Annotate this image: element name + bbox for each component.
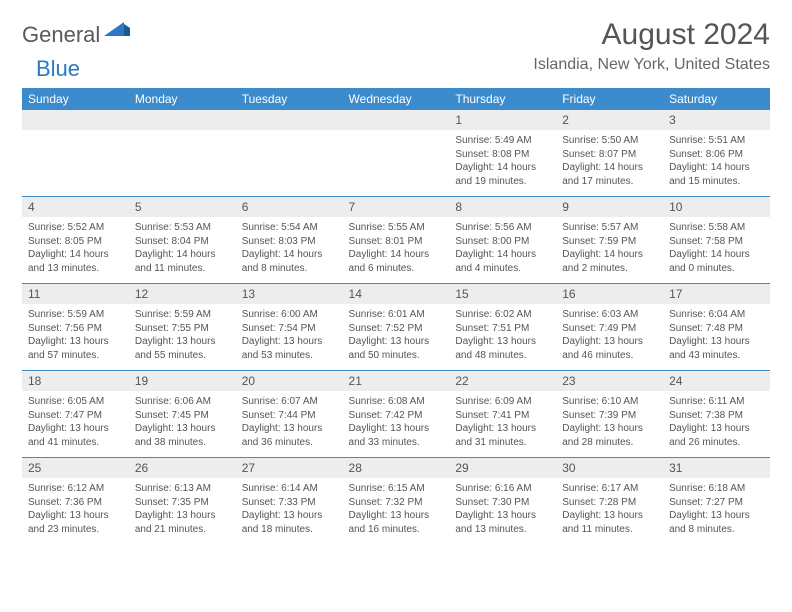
month-title: August 2024	[533, 18, 770, 52]
day-detail-cell: Sunrise: 6:09 AMSunset: 7:41 PMDaylight:…	[449, 391, 556, 458]
day-number-cell: 18	[22, 371, 129, 392]
day-detail-row: Sunrise: 5:59 AMSunset: 7:56 PMDaylight:…	[22, 304, 770, 371]
weekday-header: Wednesday	[343, 88, 450, 110]
day-detail-cell: Sunrise: 6:18 AMSunset: 7:27 PMDaylight:…	[663, 478, 770, 544]
day-detail-cell: Sunrise: 5:53 AMSunset: 8:04 PMDaylight:…	[129, 217, 236, 284]
day-number-cell: 8	[449, 197, 556, 218]
day-number-cell: 20	[236, 371, 343, 392]
day-detail-cell: Sunrise: 6:11 AMSunset: 7:38 PMDaylight:…	[663, 391, 770, 458]
calendar-table: Sunday Monday Tuesday Wednesday Thursday…	[22, 88, 770, 544]
day-number-row: 11121314151617	[22, 284, 770, 305]
day-number-cell: 2	[556, 110, 663, 130]
day-number-cell	[343, 110, 450, 130]
day-number-cell: 6	[236, 197, 343, 218]
day-number-cell: 27	[236, 458, 343, 479]
day-detail-cell: Sunrise: 6:13 AMSunset: 7:35 PMDaylight:…	[129, 478, 236, 544]
day-number-cell: 19	[129, 371, 236, 392]
day-number-cell: 11	[22, 284, 129, 305]
day-number-cell: 10	[663, 197, 770, 218]
day-number-cell	[129, 110, 236, 130]
day-number-cell: 9	[556, 197, 663, 218]
brand-logo: General	[22, 18, 130, 48]
day-number-cell: 22	[449, 371, 556, 392]
day-number-cell	[236, 110, 343, 130]
day-detail-row: Sunrise: 5:52 AMSunset: 8:05 PMDaylight:…	[22, 217, 770, 284]
day-detail-cell: Sunrise: 6:02 AMSunset: 7:51 PMDaylight:…	[449, 304, 556, 371]
weekday-header: Saturday	[663, 88, 770, 110]
day-number-cell: 12	[129, 284, 236, 305]
day-detail-cell: Sunrise: 6:12 AMSunset: 7:36 PMDaylight:…	[22, 478, 129, 544]
day-detail-row: Sunrise: 5:49 AMSunset: 8:08 PMDaylight:…	[22, 130, 770, 197]
day-detail-cell: Sunrise: 5:50 AMSunset: 8:07 PMDaylight:…	[556, 130, 663, 197]
day-detail-cell: Sunrise: 5:58 AMSunset: 7:58 PMDaylight:…	[663, 217, 770, 284]
day-number-cell: 23	[556, 371, 663, 392]
day-number-row: 45678910	[22, 197, 770, 218]
day-number-cell: 21	[343, 371, 450, 392]
day-number-cell: 14	[343, 284, 450, 305]
day-detail-cell: Sunrise: 6:17 AMSunset: 7:28 PMDaylight:…	[556, 478, 663, 544]
day-detail-cell: Sunrise: 6:01 AMSunset: 7:52 PMDaylight:…	[343, 304, 450, 371]
day-number-cell: 29	[449, 458, 556, 479]
day-detail-cell: Sunrise: 6:03 AMSunset: 7:49 PMDaylight:…	[556, 304, 663, 371]
day-detail-cell: Sunrise: 5:49 AMSunset: 8:08 PMDaylight:…	[449, 130, 556, 197]
brand-mark-icon	[104, 18, 130, 36]
day-number-cell: 26	[129, 458, 236, 479]
day-detail-cell	[22, 130, 129, 197]
day-number-cell: 1	[449, 110, 556, 130]
day-number-cell: 16	[556, 284, 663, 305]
brand-part1: General	[22, 22, 100, 48]
brand-part2: Blue	[36, 56, 80, 81]
day-number-row: 18192021222324	[22, 371, 770, 392]
day-number-cell	[22, 110, 129, 130]
day-detail-cell: Sunrise: 5:59 AMSunset: 7:56 PMDaylight:…	[22, 304, 129, 371]
day-detail-cell: Sunrise: 5:56 AMSunset: 8:00 PMDaylight:…	[449, 217, 556, 284]
day-number-cell: 25	[22, 458, 129, 479]
weekday-header: Sunday	[22, 88, 129, 110]
day-detail-cell: Sunrise: 6:08 AMSunset: 7:42 PMDaylight:…	[343, 391, 450, 458]
weekday-header: Monday	[129, 88, 236, 110]
day-detail-cell: Sunrise: 5:55 AMSunset: 8:01 PMDaylight:…	[343, 217, 450, 284]
day-detail-cell	[236, 130, 343, 197]
weekday-header: Friday	[556, 88, 663, 110]
location-text: Islandia, New York, United States	[533, 56, 770, 74]
day-number-cell: 30	[556, 458, 663, 479]
day-detail-cell: Sunrise: 6:16 AMSunset: 7:30 PMDaylight:…	[449, 478, 556, 544]
day-detail-cell	[129, 130, 236, 197]
day-detail-row: Sunrise: 6:05 AMSunset: 7:47 PMDaylight:…	[22, 391, 770, 458]
day-detail-cell	[343, 130, 450, 197]
day-number-cell: 24	[663, 371, 770, 392]
day-number-row: 123	[22, 110, 770, 130]
weekday-header-row: Sunday Monday Tuesday Wednesday Thursday…	[22, 88, 770, 110]
day-detail-cell: Sunrise: 6:07 AMSunset: 7:44 PMDaylight:…	[236, 391, 343, 458]
day-detail-cell: Sunrise: 6:15 AMSunset: 7:32 PMDaylight:…	[343, 478, 450, 544]
day-detail-cell: Sunrise: 6:10 AMSunset: 7:39 PMDaylight:…	[556, 391, 663, 458]
day-detail-cell: Sunrise: 5:57 AMSunset: 7:59 PMDaylight:…	[556, 217, 663, 284]
day-detail-cell: Sunrise: 6:00 AMSunset: 7:54 PMDaylight:…	[236, 304, 343, 371]
day-number-cell: 3	[663, 110, 770, 130]
weekday-header: Tuesday	[236, 88, 343, 110]
title-block: August 2024 Islandia, New York, United S…	[533, 18, 770, 74]
day-detail-row: Sunrise: 6:12 AMSunset: 7:36 PMDaylight:…	[22, 478, 770, 544]
day-detail-cell: Sunrise: 5:54 AMSunset: 8:03 PMDaylight:…	[236, 217, 343, 284]
weekday-header: Thursday	[449, 88, 556, 110]
day-number-cell: 17	[663, 284, 770, 305]
day-detail-cell: Sunrise: 6:14 AMSunset: 7:33 PMDaylight:…	[236, 478, 343, 544]
day-detail-cell: Sunrise: 5:52 AMSunset: 8:05 PMDaylight:…	[22, 217, 129, 284]
day-number-cell: 31	[663, 458, 770, 479]
day-detail-cell: Sunrise: 5:51 AMSunset: 8:06 PMDaylight:…	[663, 130, 770, 197]
day-number-cell: 7	[343, 197, 450, 218]
day-number-cell: 4	[22, 197, 129, 218]
day-detail-cell: Sunrise: 5:59 AMSunset: 7:55 PMDaylight:…	[129, 304, 236, 371]
day-number-cell: 15	[449, 284, 556, 305]
day-number-cell: 28	[343, 458, 450, 479]
day-detail-cell: Sunrise: 6:05 AMSunset: 7:47 PMDaylight:…	[22, 391, 129, 458]
day-detail-cell: Sunrise: 6:04 AMSunset: 7:48 PMDaylight:…	[663, 304, 770, 371]
day-number-cell: 5	[129, 197, 236, 218]
day-number-row: 25262728293031	[22, 458, 770, 479]
header-bar: General August 2024 Islandia, New York, …	[22, 18, 770, 74]
day-detail-cell: Sunrise: 6:06 AMSunset: 7:45 PMDaylight:…	[129, 391, 236, 458]
day-number-cell: 13	[236, 284, 343, 305]
